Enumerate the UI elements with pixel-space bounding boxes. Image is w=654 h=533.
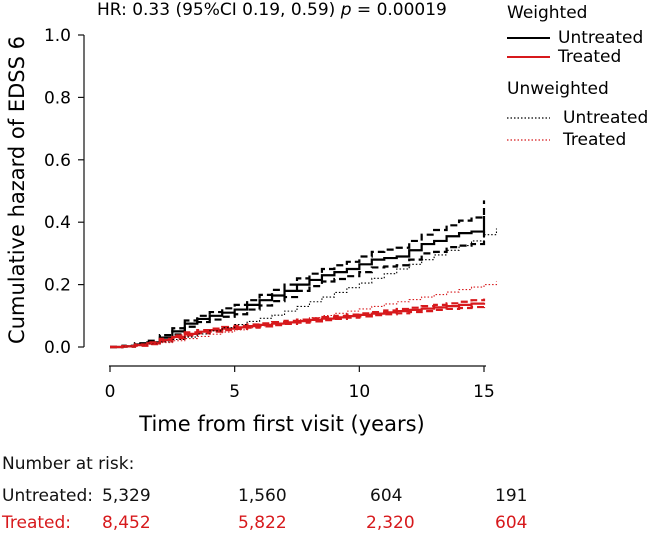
risk-treated-value: 8,452 <box>102 513 151 533</box>
legend-label-unweighted-untreated: Untreated <box>563 108 648 128</box>
series-line-unweighted-untreated <box>110 228 498 348</box>
legend-title-weighted: Weighted <box>507 3 587 23</box>
risk-untreated-value: 1,560 <box>238 486 287 506</box>
y-tick-label: 1.0 <box>44 26 71 46</box>
risk-untreated-value: 604 <box>370 486 403 506</box>
series-line-weighted-treated-lower-95-ci <box>110 305 486 349</box>
series-line-weighted-untreated-lower-95-ci <box>110 231 486 349</box>
series-line-weighted-untreated-upper-95-ci <box>110 200 486 349</box>
y-axis-ticks: 0.0 0.2 0.4 0.6 0.8 1.0 <box>44 26 84 358</box>
x-tick-label: 10 <box>349 382 371 402</box>
legend: Weighted Untreated Treated Unweighted Un… <box>507 3 648 150</box>
x-axis-label: Time from first visit (years) <box>138 412 424 436</box>
legend-title-unweighted: Unweighted <box>507 79 609 99</box>
risk-treated-value: 5,822 <box>238 513 287 533</box>
y-tick-label: 0.6 <box>44 151 71 171</box>
hr-text: HR: 0.33 (95%CI 0.19, 0.59) <box>97 0 341 20</box>
risk-treated-value: 604 <box>495 513 528 533</box>
p-symbol: p <box>340 0 352 20</box>
y-tick-label: 0.8 <box>44 88 71 108</box>
hr-annotation: HR: 0.33 (95%CI 0.19, 0.59) p = 0.00019 <box>97 0 447 20</box>
risk-row-treated-label: Treated: <box>2 513 72 533</box>
risk-untreated-value: 5,329 <box>102 486 151 506</box>
series-line-unweighted-treated <box>110 281 498 348</box>
x-tick-label: 5 <box>229 382 240 402</box>
risk-table-title: Number at risk: <box>2 454 135 474</box>
y-tick-label: 0.4 <box>44 213 71 233</box>
x-axis-ticks: 0 5 10 15 <box>105 366 495 402</box>
y-axis-label: Cumulative hazard of EDSS 6 <box>5 36 29 344</box>
y-tick-label: 0.0 <box>44 338 71 358</box>
p-value: = 0.00019 <box>352 0 447 20</box>
series-layer <box>110 200 498 349</box>
legend-label-unweighted-treated: Treated <box>562 130 626 150</box>
risk-untreated-value: 191 <box>495 486 528 506</box>
risk-treated-value: 2,320 <box>366 513 415 533</box>
cumulative-hazard-chart: HR: 0.33 (95%CI 0.19, 0.59) p = 0.00019 … <box>5 0 648 436</box>
legend-label-weighted-untreated: Untreated <box>558 28 643 48</box>
x-tick-label: 0 <box>105 382 116 402</box>
y-tick-label: 0.2 <box>44 276 71 296</box>
legend-label-weighted-treated: Treated <box>557 47 621 67</box>
risk-row-untreated-label: Untreated: <box>2 486 94 506</box>
x-tick-label: 15 <box>473 382 495 402</box>
